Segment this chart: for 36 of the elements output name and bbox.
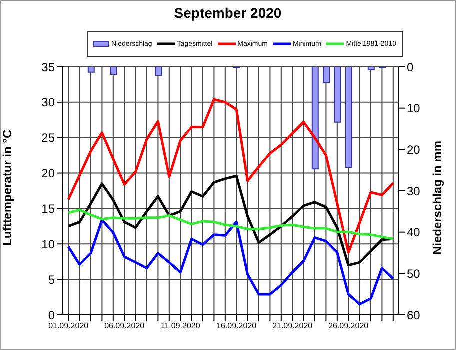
- x-tick-label: 06.09.2020: [104, 322, 146, 331]
- y-tick-label: 5: [48, 272, 56, 287]
- y2-axis-title: Niederschlag in mm: [430, 141, 444, 256]
- bar: [346, 67, 352, 168]
- y-axis-title: Lufttemperatur in °C: [0, 130, 14, 246]
- chart-title: September 2020: [173, 5, 283, 21]
- line-series: [67, 98, 395, 254]
- line-series: [67, 208, 395, 240]
- x-tick-label: 16.09.2020: [216, 322, 258, 331]
- y2-tick-label: 0: [407, 60, 414, 74]
- y2-tick-label: 20: [407, 142, 421, 157]
- x-tick-label: 21.09.2020: [272, 322, 314, 331]
- x-tick-label: 01.09.2020: [48, 322, 90, 331]
- x-tick-label: 26.09.2020: [328, 322, 370, 331]
- y2-tick-label: 50: [407, 266, 421, 281]
- y2-tick-label: 10: [407, 102, 421, 116]
- y-tick-label: 15: [42, 202, 56, 216]
- y-tick-label: 0: [48, 308, 56, 322]
- line-series: [67, 174, 395, 267]
- y-tick-label: 25: [42, 131, 56, 146]
- bar: [155, 67, 162, 76]
- y2-tick-label: 30: [407, 184, 421, 198]
- y-tick-label: 35: [42, 60, 56, 74]
- bar: [323, 67, 330, 84]
- bar: [110, 67, 118, 75]
- bar: [88, 67, 95, 73]
- bar: [312, 67, 319, 170]
- bar: [334, 67, 342, 123]
- bar: [368, 67, 375, 70]
- y-tick-label: 20: [42, 166, 56, 181]
- x-tick-label: 11.09.2020: [160, 322, 201, 331]
- y2-tick-label: 40: [407, 226, 421, 240]
- y-tick-label: 10: [42, 237, 56, 252]
- line-series: [67, 218, 395, 306]
- y2-tick-label: 60: [407, 308, 421, 322]
- y-tick-label: 30: [42, 96, 56, 110]
